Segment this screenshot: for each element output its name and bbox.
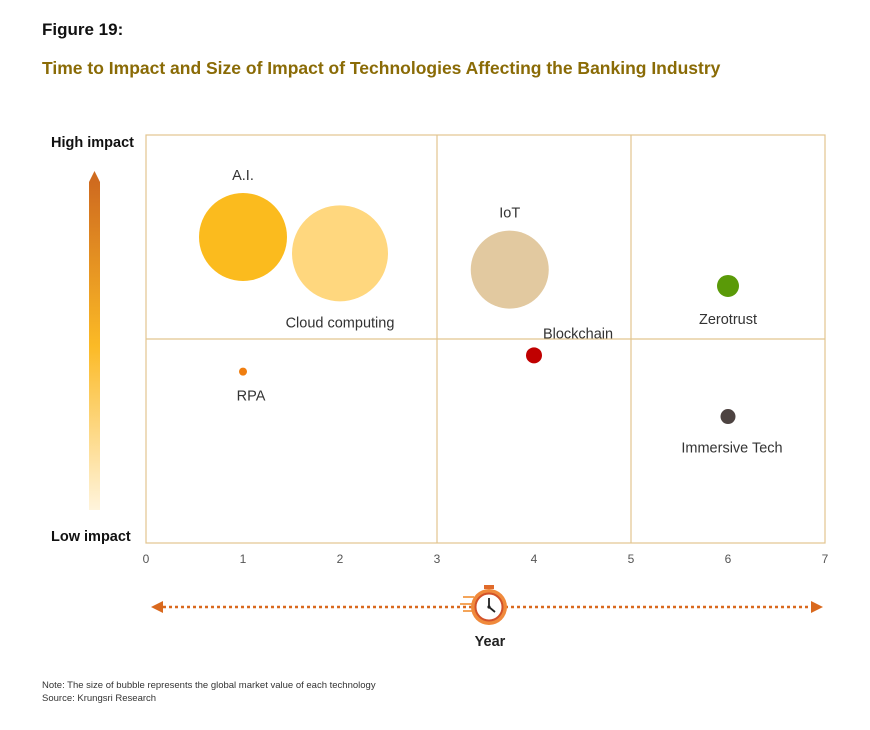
bubble-point <box>720 409 736 425</box>
right-arrowhead-icon <box>811 601 823 613</box>
bubble-point <box>292 205 388 302</box>
x-tick-label: 2 <box>337 552 344 566</box>
x-tick-label: 6 <box>725 552 732 566</box>
bubble-label: Immersive Tech <box>681 441 782 457</box>
x-tick-label: 4 <box>531 552 538 566</box>
x-tick-label: 0 <box>143 552 150 566</box>
bubble-label: Cloud computing <box>286 315 395 331</box>
bubble-size-note: Note: The size of bubble represents the … <box>42 680 376 691</box>
figure-label: Figure 19: <box>42 20 124 39</box>
bubble-point <box>199 193 287 281</box>
bubble-point <box>526 347 542 364</box>
bubble-point <box>717 274 739 297</box>
low-impact-label: Low impact <box>51 529 131 545</box>
x-tick-label: 1 <box>240 552 247 566</box>
bubble-label: Zerotrust <box>699 312 757 328</box>
bubble-point <box>239 367 247 376</box>
bubble-point <box>470 230 549 309</box>
source-note: Source: Krungsri Research <box>42 693 157 704</box>
stopwatch-icon <box>460 585 507 625</box>
left-arrowhead-icon <box>151 601 163 613</box>
x-tick-label: 5 <box>628 552 635 566</box>
high-impact-label: High impact <box>51 135 134 151</box>
bubble-label: A.I. <box>232 168 254 184</box>
x-tick-label: 7 <box>822 552 829 566</box>
x-axis-title: Year <box>475 634 506 650</box>
x-tick-label: 3 <box>434 552 441 566</box>
impact-gradient-bar <box>89 182 100 510</box>
bubble-label: Blockchain <box>543 326 613 342</box>
figure-title: Time to Impact and Size of Impact of Tec… <box>42 58 721 78</box>
impact-arrow-icon <box>89 171 100 182</box>
bubble-label: RPA <box>237 389 266 405</box>
bubble-label: IoT <box>499 206 520 222</box>
